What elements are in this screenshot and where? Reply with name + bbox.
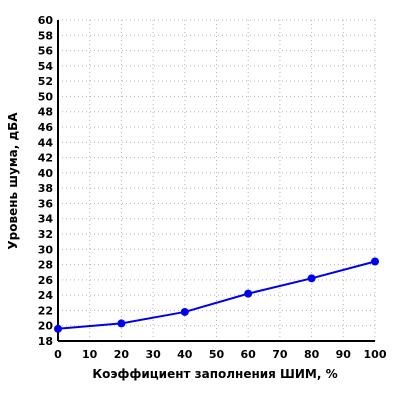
y-tick-label: 30 (38, 243, 54, 256)
data-point (307, 274, 316, 283)
x-tick-label: 40 (177, 348, 193, 361)
y-tick-label: 34 (38, 213, 54, 226)
y-tick-label: 32 (38, 228, 53, 241)
y-tick-label: 44 (38, 136, 54, 149)
data-point (371, 257, 379, 266)
y-tick-label: 50 (38, 90, 54, 103)
y-tick-label: 52 (38, 75, 53, 88)
y-tick-label: 20 (38, 320, 54, 333)
x-tick-label: 10 (82, 348, 98, 361)
x-tick-label: 80 (304, 348, 320, 361)
plot-frame (57, 20, 375, 342)
y-tick-label: 48 (38, 106, 53, 119)
series-line (57, 260, 376, 330)
y-tick-label: 46 (38, 121, 54, 134)
y-axis-title: Уровень шума, дБА (6, 112, 20, 250)
series-layer (54, 257, 379, 333)
x-tick-label: 100 (364, 348, 387, 361)
x-tick-label: 70 (272, 348, 288, 361)
y-tick-label: 26 (38, 274, 54, 287)
grid (58, 19, 376, 341)
x-tick-label: 50 (209, 348, 225, 361)
x-tick-label: 30 (145, 348, 161, 361)
x-tick-label: 0 (54, 348, 62, 361)
y-tick-label: 22 (38, 304, 53, 317)
y-tick-labels: 18 20 22 24 26 28 30 32 34 36 38 40 42 44 46 48 50 52 54 56… (38, 14, 54, 348)
y-tick-label: 38 (38, 182, 53, 195)
y-tick-label: 58 (38, 29, 53, 42)
y-tick-label: 42 (38, 152, 53, 165)
y-tick-label: 24 (38, 289, 54, 302)
x-axis-title: Коэффициент заполнения ШИМ, % (92, 367, 337, 381)
x-tick-label: 60 (241, 348, 257, 361)
y-tick-label: 40 (38, 167, 54, 180)
data-point (180, 307, 189, 316)
y-tick-label: 56 (38, 45, 54, 58)
x-tick-label: 20 (114, 348, 130, 361)
x-tick-labels: 0 10 20 30 40 50 60 70 80 90 100 (54, 348, 387, 361)
data-point (54, 324, 62, 333)
data-point (244, 289, 253, 298)
y-tick-label: 28 (38, 259, 53, 272)
x-tick-label: 90 (336, 348, 352, 361)
data-point (117, 319, 126, 328)
y-tick-label: 54 (38, 60, 54, 73)
y-tick-label: 18 (38, 335, 53, 348)
y-tick-label: 60 (38, 14, 54, 27)
y-tick-label: 36 (38, 197, 54, 210)
